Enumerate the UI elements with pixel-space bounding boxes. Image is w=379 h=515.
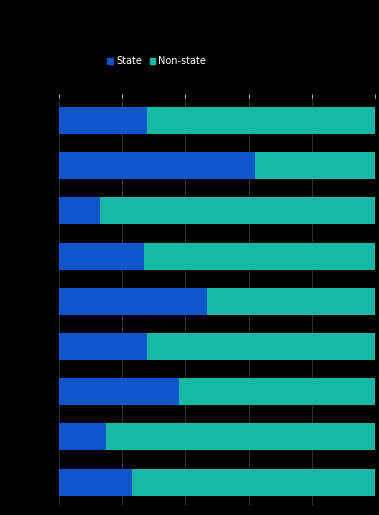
- Bar: [207, 288, 375, 315]
- Bar: [147, 333, 375, 360]
- Bar: [106, 423, 375, 451]
- Bar: [132, 469, 375, 495]
- Bar: [59, 333, 147, 360]
- Bar: [59, 423, 106, 451]
- Bar: [59, 469, 132, 495]
- Bar: [255, 152, 375, 179]
- Bar: [59, 243, 144, 270]
- Bar: [179, 378, 375, 405]
- Bar: [59, 197, 100, 225]
- Bar: [59, 378, 179, 405]
- Bar: [147, 107, 375, 134]
- Bar: [144, 243, 375, 270]
- Legend: State, Non-state: State, Non-state: [107, 56, 206, 66]
- Bar: [100, 197, 375, 225]
- Bar: [59, 107, 147, 134]
- Bar: [59, 152, 255, 179]
- Bar: [59, 288, 207, 315]
